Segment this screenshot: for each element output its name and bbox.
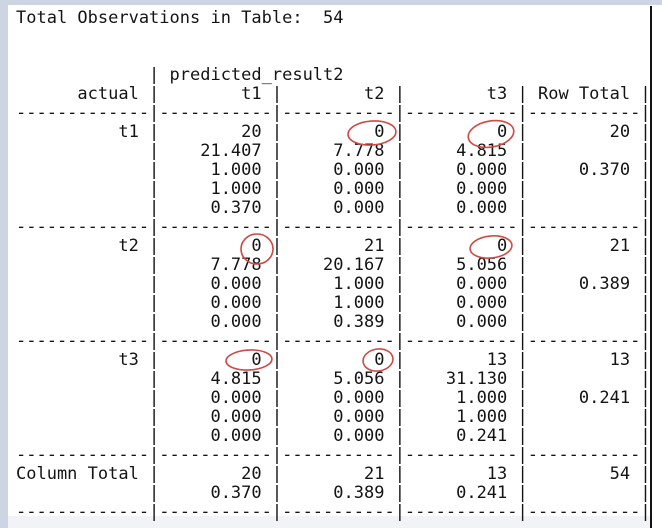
window-top-edge [0, 0, 662, 5]
window-left-edge [0, 0, 8, 528]
window-right-border [650, 6, 652, 528]
console-bottom-margin [8, 516, 650, 528]
crosstable-console-output: Total Observations in Table: 54 | predic… [16, 8, 651, 522]
